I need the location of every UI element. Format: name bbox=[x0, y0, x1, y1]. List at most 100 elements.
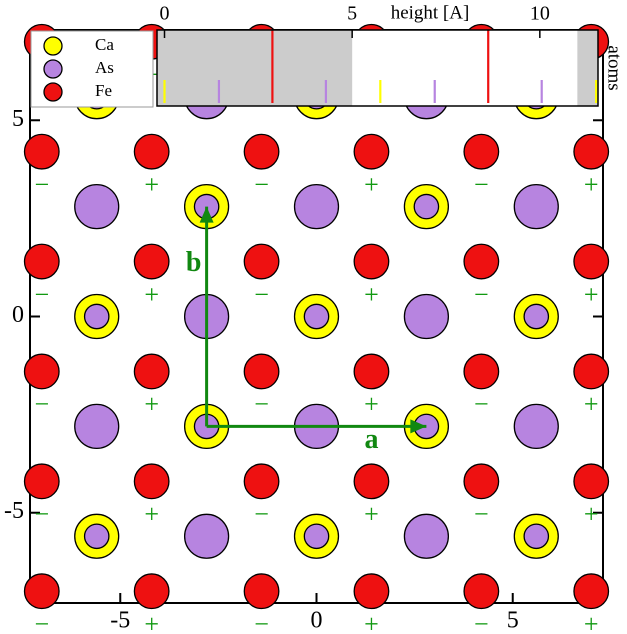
fe-atom bbox=[23, 133, 60, 170]
fe-atom bbox=[353, 353, 390, 390]
inset-tick-label: 0 bbox=[160, 3, 170, 25]
x-tick-label: 0 bbox=[311, 608, 323, 634]
fe-atom bbox=[353, 573, 390, 610]
vector-label: b bbox=[186, 247, 202, 278]
inset-y-label: atoms bbox=[604, 45, 625, 90]
spin-sign: + bbox=[364, 500, 379, 529]
spin-sign: − bbox=[254, 170, 269, 199]
inset-x-label: height [A] bbox=[391, 2, 470, 23]
spin-sign: − bbox=[474, 390, 489, 419]
fe-atom bbox=[133, 353, 170, 390]
fe-atom bbox=[133, 463, 170, 500]
fe-atom bbox=[463, 463, 500, 500]
spin-sign: − bbox=[474, 280, 489, 309]
spin-sign: − bbox=[254, 390, 269, 419]
spin-sign: + bbox=[144, 170, 159, 199]
vector-label: a bbox=[365, 424, 379, 455]
fe-atom bbox=[463, 353, 500, 390]
spin-sign: + bbox=[584, 610, 599, 634]
legend-label: Ca bbox=[95, 35, 114, 54]
fe-atom bbox=[23, 463, 60, 500]
fe-atom bbox=[243, 573, 280, 610]
fe-atom bbox=[463, 573, 500, 610]
as-atom bbox=[303, 523, 330, 550]
as-atom bbox=[403, 293, 450, 340]
spin-sign: + bbox=[364, 280, 379, 309]
as-atom bbox=[513, 183, 559, 230]
inset-tick-label: 10 bbox=[530, 3, 550, 25]
as-atom bbox=[74, 403, 120, 450]
fe-atom bbox=[23, 573, 60, 610]
spin-sign: − bbox=[34, 280, 49, 309]
fe-atom bbox=[573, 353, 610, 390]
spin-sign: − bbox=[254, 500, 269, 529]
spin-sign: + bbox=[584, 500, 599, 529]
as-atom bbox=[83, 523, 110, 550]
fe-atom bbox=[133, 573, 170, 610]
fe-atom bbox=[133, 243, 170, 280]
x-tick-label: -5 bbox=[110, 608, 130, 634]
fe-atom bbox=[243, 243, 280, 280]
as-atom bbox=[303, 303, 330, 330]
shaded-region bbox=[577, 30, 598, 106]
legend-marker bbox=[43, 82, 63, 102]
spin-sign: + bbox=[584, 280, 599, 309]
fe-atom bbox=[573, 573, 610, 610]
spin-sign: + bbox=[144, 390, 159, 419]
spin-sign: − bbox=[34, 500, 49, 529]
spin-sign: − bbox=[254, 280, 269, 309]
inset-tick-label: 5 bbox=[347, 3, 357, 25]
fe-atom bbox=[23, 243, 60, 280]
as-atom bbox=[413, 193, 440, 220]
fe-atom bbox=[23, 353, 60, 390]
legend-label: As bbox=[95, 58, 114, 77]
as-atom bbox=[523, 523, 550, 550]
legend-label: Fe bbox=[95, 81, 112, 100]
spin-sign: − bbox=[254, 610, 269, 634]
arrow-head bbox=[410, 419, 427, 434]
as-atom bbox=[403, 513, 450, 559]
spin-sign: + bbox=[364, 170, 379, 199]
spin-sign: + bbox=[144, 610, 159, 634]
fe-atom bbox=[243, 463, 280, 500]
as-atom bbox=[293, 183, 340, 230]
fe-atom bbox=[463, 243, 500, 280]
spin-sign: − bbox=[474, 500, 489, 529]
legend-marker bbox=[43, 59, 63, 79]
legend-marker bbox=[43, 36, 63, 56]
fe-atom bbox=[573, 243, 610, 280]
y-tick-label: -5 bbox=[4, 498, 24, 524]
fe-atom bbox=[353, 463, 390, 500]
shaded-region bbox=[157, 30, 353, 106]
as-atom bbox=[183, 513, 230, 559]
spin-sign: − bbox=[474, 610, 489, 634]
spin-sign: − bbox=[34, 390, 49, 419]
fe-atom bbox=[353, 133, 390, 170]
fe-atom bbox=[463, 133, 500, 170]
spin-sign: − bbox=[34, 170, 49, 199]
spin-sign: − bbox=[474, 170, 489, 199]
spin-sign: − bbox=[34, 610, 49, 634]
as-atom bbox=[513, 403, 559, 450]
fe-atom bbox=[573, 133, 610, 170]
fe-atom bbox=[133, 133, 170, 170]
fe-atom bbox=[243, 353, 280, 390]
spin-sign: + bbox=[144, 280, 159, 309]
y-tick-label: 5 bbox=[12, 106, 24, 132]
as-atom bbox=[83, 303, 110, 330]
spin-sign: + bbox=[144, 500, 159, 529]
arrow-head bbox=[199, 206, 214, 223]
y-tick-label: 0 bbox=[12, 302, 24, 328]
spin-sign: + bbox=[364, 390, 379, 419]
inset-border bbox=[156, 29, 599, 107]
fe-atom bbox=[243, 133, 280, 170]
fe-atom bbox=[353, 243, 390, 280]
as-atom bbox=[523, 303, 550, 330]
x-tick-label: 5 bbox=[507, 608, 519, 634]
spin-sign: + bbox=[584, 390, 599, 419]
spin-sign: + bbox=[364, 610, 379, 634]
spin-sign: + bbox=[584, 170, 599, 199]
fe-atom bbox=[573, 463, 610, 500]
as-atom bbox=[74, 183, 120, 230]
